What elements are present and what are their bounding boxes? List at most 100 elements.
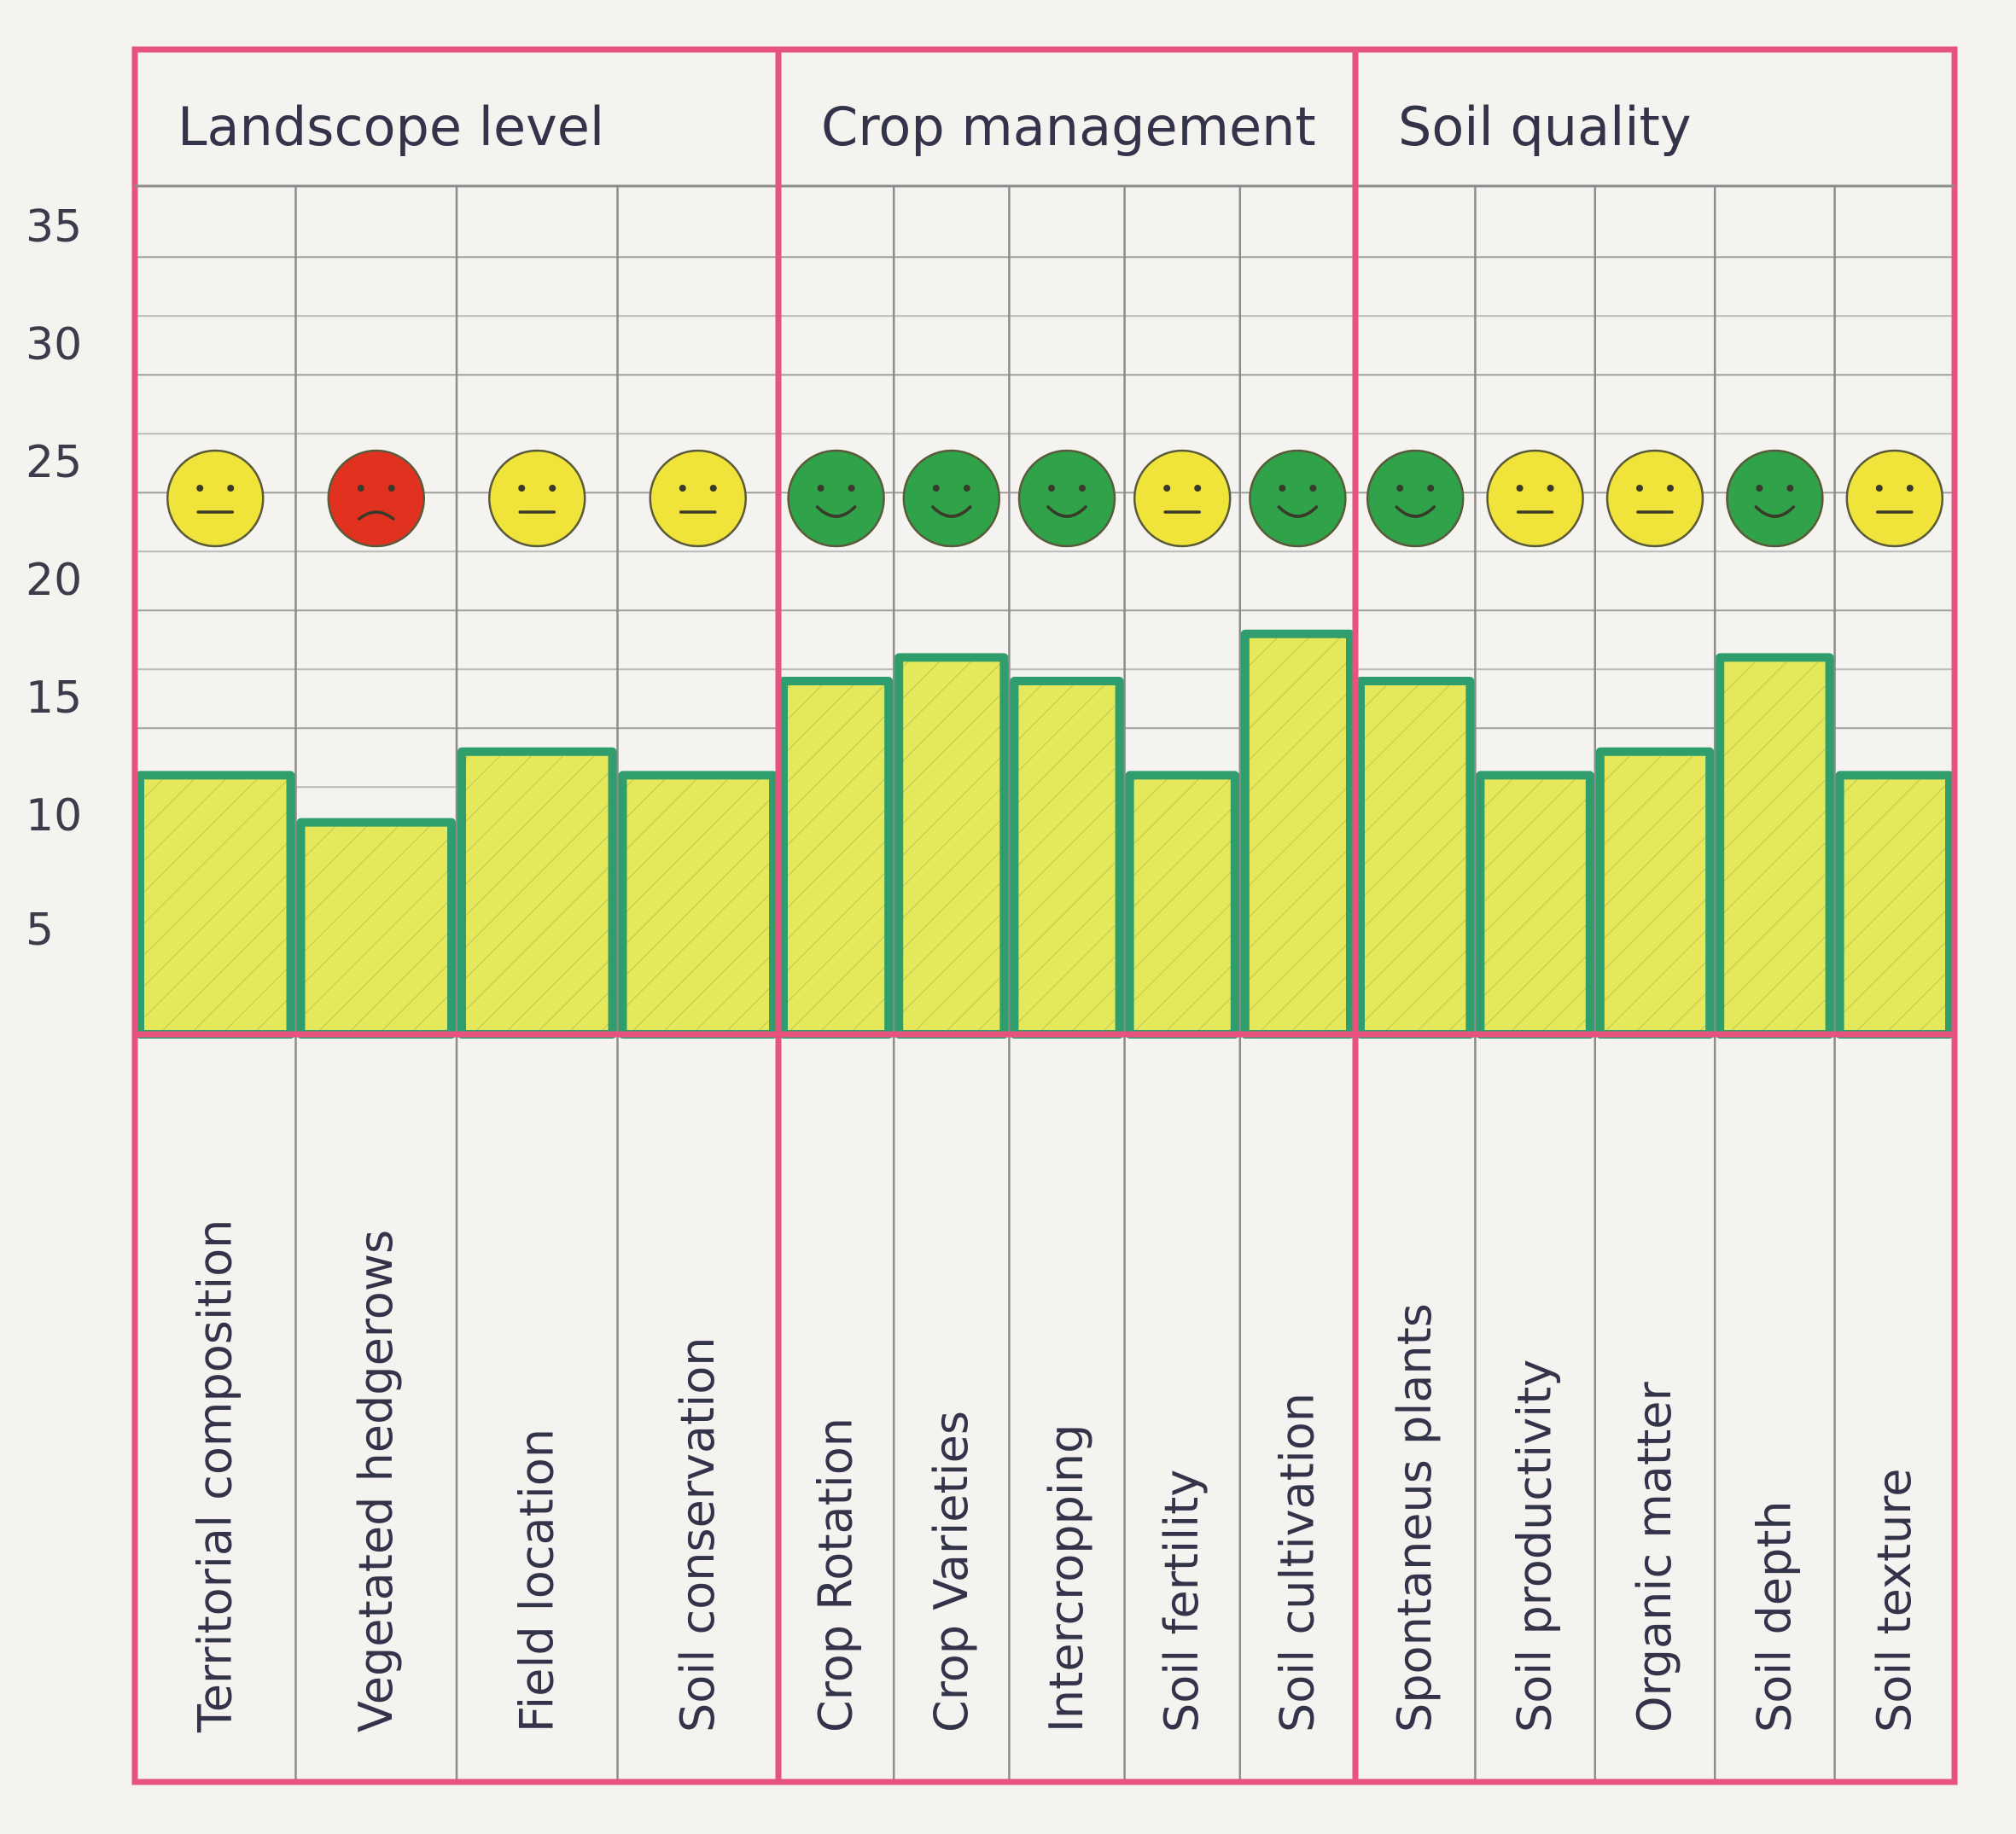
yellow-smiley-icon xyxy=(488,449,586,548)
smiley-mouth xyxy=(1395,505,1436,518)
chart-frame xyxy=(131,46,1958,1785)
smiley-eye xyxy=(387,485,395,492)
smiley-eye xyxy=(1516,485,1524,492)
x-label-crop-rotation: Crop Rotation xyxy=(809,1418,863,1732)
smiley-eye xyxy=(357,485,364,492)
bar-soil-conservation xyxy=(618,771,778,1039)
bar-crop-varieties xyxy=(894,653,1009,1039)
smiley-eye xyxy=(1756,485,1763,492)
y-tick-label: 30 xyxy=(26,319,82,370)
bar-vegetated-hedgerows xyxy=(296,818,456,1039)
x-label-crop-varieties: Crop Varieties xyxy=(924,1411,978,1732)
smiley-eye xyxy=(1667,485,1674,492)
smiley-mouth xyxy=(931,505,972,518)
bar-intercropping xyxy=(1010,677,1124,1039)
smiley-face xyxy=(649,449,747,548)
red-smiley-icon xyxy=(327,449,425,548)
yellow-smiley-icon xyxy=(1486,449,1584,548)
x-label-soil-depth: Soil depth xyxy=(1747,1500,1801,1732)
smiley-face xyxy=(902,449,1001,548)
green-smiley-icon xyxy=(902,449,1001,548)
smiley-eye xyxy=(1636,485,1643,492)
bar-field-location xyxy=(457,747,617,1039)
smiley-eye xyxy=(1163,485,1171,492)
smiley-eye xyxy=(1547,485,1554,492)
smiley-face xyxy=(1845,449,1944,548)
yellow-smiley-icon xyxy=(1605,449,1704,548)
smiley-eye xyxy=(932,485,940,492)
x-label-soil-conservation: Soil conservation xyxy=(671,1337,725,1732)
smiley-mouth xyxy=(1277,505,1319,518)
green-smiley-icon xyxy=(1366,449,1465,548)
smiley-eye xyxy=(679,485,686,492)
smileys-layer xyxy=(166,449,1944,548)
y-tick-label: 15 xyxy=(26,672,82,724)
bar-soil-texture xyxy=(1835,771,1955,1039)
smiley-face xyxy=(1017,449,1116,548)
smiley-eye xyxy=(549,485,556,492)
x-label-spontaneus-plants: Spontaneus plants xyxy=(1388,1303,1442,1732)
x-label-territorial-composition: Territorial composition xyxy=(188,1220,242,1733)
smiley-face xyxy=(327,449,425,548)
smiley-mouth xyxy=(1046,505,1087,518)
smiley-eye xyxy=(227,485,235,492)
x-label-field-location: Field location xyxy=(510,1429,563,1732)
smiley-eye xyxy=(848,485,855,492)
smiley-eye xyxy=(1906,485,1914,492)
y-tick-label: 5 xyxy=(26,905,54,956)
smiley-mouth xyxy=(815,505,857,518)
smiley-eye xyxy=(1786,485,1794,492)
bar-soil-fertility xyxy=(1125,771,1239,1039)
bar-soil-depth xyxy=(1716,653,1834,1039)
smiley-face xyxy=(488,449,586,548)
bar-soil-cultivation xyxy=(1240,629,1355,1039)
x-label-vegetated-hedgerows: Vegetated hedgerows xyxy=(349,1230,403,1732)
smiley-eye xyxy=(817,485,824,492)
smiley-eye xyxy=(1194,485,1202,492)
yellow-smiley-icon xyxy=(1133,449,1232,548)
smiley-face xyxy=(166,449,265,548)
x-label-intercropping: Intercropping xyxy=(1040,1424,1093,1732)
yellow-smiley-icon xyxy=(166,449,265,548)
text-layer: 5 10 15 20 25 30 35 Landscope level Territorial … xyxy=(26,96,1921,1733)
smiley-eye xyxy=(518,485,526,492)
smiley-eye xyxy=(1875,485,1883,492)
green-smiley-icon xyxy=(787,449,885,548)
green-smiley-icon xyxy=(1017,449,1116,548)
smiley-eye xyxy=(1079,485,1086,492)
smiley-face xyxy=(1249,449,1347,548)
smiley-face xyxy=(1133,449,1232,548)
frame-layer xyxy=(131,46,1958,1785)
x-label-organic-matter: Organic matter xyxy=(1628,1382,1681,1732)
y-tick-label: 35 xyxy=(26,201,82,253)
group-header-soil-quality: Soil quality xyxy=(1398,96,1692,158)
smiley-eye xyxy=(1048,485,1055,492)
y-tick-label: 20 xyxy=(26,555,82,606)
yellow-smiley-icon xyxy=(649,449,747,548)
smiley-face xyxy=(1605,449,1704,548)
green-smiley-icon xyxy=(1249,449,1347,548)
bar-spontaneus-plants xyxy=(1356,677,1475,1039)
smiley-face xyxy=(787,449,885,548)
x-label-soil-cultivation: Soil cultivation xyxy=(1270,1393,1324,1732)
yellow-smiley-icon xyxy=(1845,449,1944,548)
smiley-mouth xyxy=(1754,505,1796,518)
smiley-eye xyxy=(1427,485,1435,492)
smiley-eye xyxy=(1309,485,1317,492)
smiley-eye xyxy=(963,485,970,492)
group-header-crop-management: Crop management xyxy=(821,96,1316,158)
bar-soil-productivity xyxy=(1476,771,1594,1039)
smiley-eye xyxy=(1396,485,1404,492)
y-tick-label: 25 xyxy=(26,437,82,488)
smiley-face xyxy=(1726,449,1824,548)
group-header-landscope-level: Landscope level xyxy=(178,96,604,158)
smiley-eye xyxy=(1279,485,1286,492)
bar-territorial-composition xyxy=(136,771,295,1039)
smiley-face xyxy=(1366,449,1465,548)
smiley-mouth xyxy=(358,510,395,521)
grid-layer xyxy=(135,186,1955,1782)
smiley-face xyxy=(1486,449,1584,548)
x-label-soil-fertility: Soil fertility xyxy=(1155,1470,1209,1732)
smiley-eye xyxy=(196,485,204,492)
